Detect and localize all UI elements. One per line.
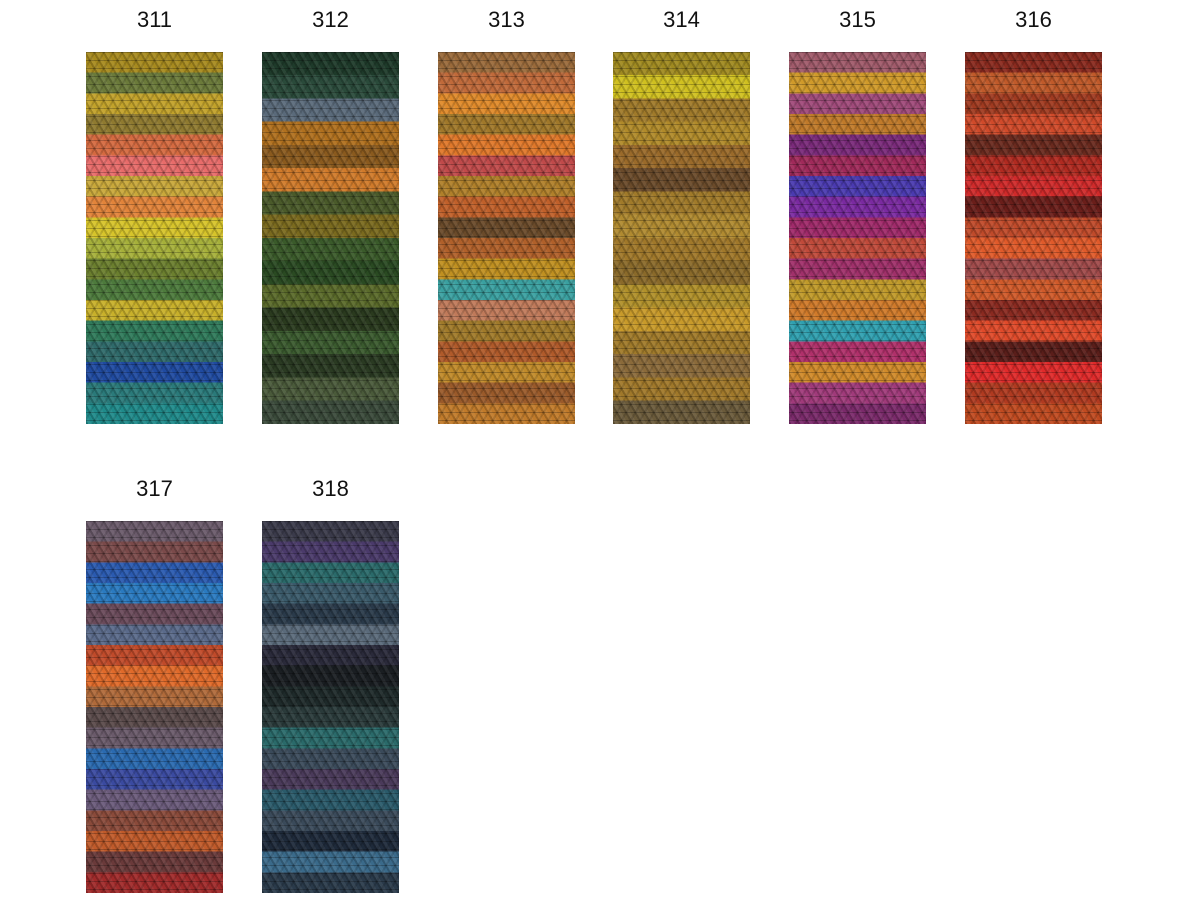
knit-texture [262, 521, 399, 893]
yarn-swatch-image[interactable] [262, 52, 399, 424]
yarn-swatch-image[interactable] [438, 52, 575, 424]
swatch-label: 317 [136, 476, 173, 501]
yarn-swatch-image[interactable] [262, 521, 399, 893]
swatch-label: 315 [839, 7, 876, 32]
knit-texture [789, 52, 926, 424]
knit-texture [438, 52, 575, 424]
swatch-label: 311 [136, 7, 173, 32]
swatch-label: 318 [312, 476, 349, 501]
yarn-swatch-image[interactable] [789, 52, 926, 424]
yarn-swatch-image[interactable] [86, 52, 223, 424]
swatch-label: 314 [663, 7, 700, 32]
knit-texture [613, 52, 750, 424]
knit-texture [86, 52, 223, 424]
knit-texture [86, 521, 223, 893]
swatch-label: 316 [1015, 7, 1052, 32]
swatch-label: 313 [488, 7, 525, 32]
yarn-swatch-image[interactable] [86, 521, 223, 893]
yarn-swatch-image[interactable] [965, 52, 1102, 424]
swatch-label: 312 [312, 7, 349, 32]
yarn-swatch-image[interactable] [613, 52, 750, 424]
knit-texture [262, 52, 399, 424]
knit-texture [965, 52, 1102, 424]
